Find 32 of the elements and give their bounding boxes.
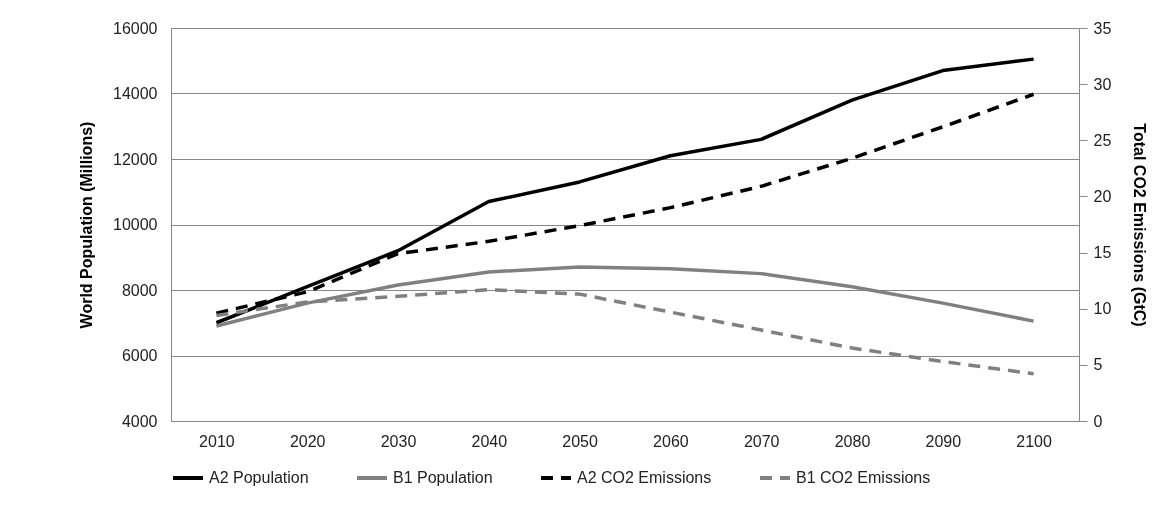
x-tick-label: 2070 [743,432,780,450]
y2-tick-label: 0 [1093,412,1103,430]
line-series [214,57,1036,325]
y-tick-label: 16000 [113,19,158,37]
y-tick-label: 4000 [121,412,158,430]
y2-axis-title: Total CO2 Emissions (GtC) [1131,123,1149,327]
y2-tick-label: 20 [1093,187,1112,205]
x-tick-label: 2080 [834,432,871,450]
y-tick-label: 10000 [113,216,158,233]
y-tick-label: 6000 [121,347,158,364]
x-tick-label: 2100 [1016,432,1052,450]
x-tick-label: 2040 [471,432,508,450]
legend-label: B1 CO2 Emissions [796,469,931,486]
legend-label: B1 Population [393,469,493,486]
x-tick-label: 2020 [289,432,326,450]
y-axis-title: World Population (Millions) [78,121,96,329]
x-tick-label: 2090 [925,432,962,450]
y2-tick-label: 10 [1093,300,1112,318]
y-tick-label: 14000 [113,85,158,102]
y2-tick-label: 25 [1093,131,1112,149]
legend-label: A2 Population [209,469,309,486]
y2-tick-label: 35 [1093,19,1112,37]
legend-label: A2 CO2 Emissions [577,469,712,486]
x-tick-label: 2060 [653,432,689,450]
y-tick-label: 12000 [113,150,158,168]
y-tick-label: 8000 [121,281,158,299]
x-tick-label: 2050 [562,432,598,450]
y2-tick-label: 15 [1093,244,1112,262]
y2-tick-label: 5 [1093,356,1103,374]
x-tick-label: 2030 [380,432,417,450]
x-tick-label: 2010 [199,432,235,450]
y2-tick-label: 30 [1093,75,1112,93]
